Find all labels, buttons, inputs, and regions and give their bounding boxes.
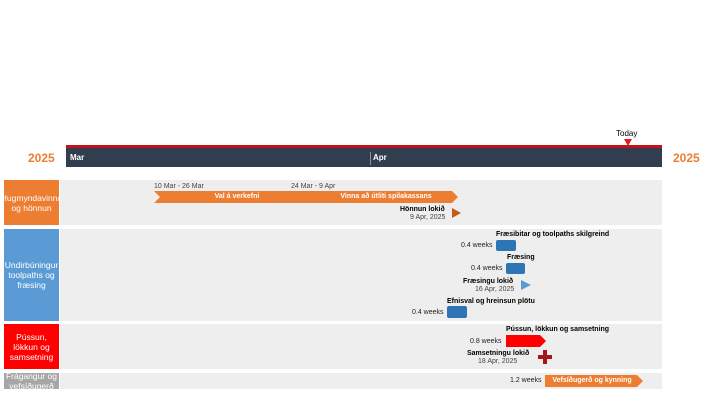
lane-background-3	[60, 324, 662, 369]
swimlane-header-design: Hugmyndavinna og hönnun	[4, 180, 59, 225]
task-bar-material[interactable]	[447, 306, 467, 318]
swimlane-label: Undirbúningur toolpaths og fræsing	[4, 260, 59, 290]
milestone-cross-icon[interactable]	[538, 350, 552, 364]
today-marker-icon	[624, 139, 632, 146]
swimlane-header-finishing: Pússun, lökkun og samsetning	[4, 324, 59, 369]
year-label-left: 2025	[28, 151, 55, 165]
milestone-triangle-icon[interactable]	[452, 208, 461, 218]
task-label: Fræsing	[507, 254, 535, 261]
task-bar-milling[interactable]	[506, 263, 525, 274]
month-tick-apr	[370, 152, 371, 165]
task-date-range: 24 Mar - 9 Apr	[291, 183, 336, 190]
task-bar-shape	[506, 335, 546, 347]
swimlane-header-milling: Undirbúningur toolpaths og fræsing	[4, 229, 59, 321]
task-bar-toolpaths[interactable]	[496, 240, 516, 251]
month-label-mar: Mar	[70, 153, 85, 162]
task-label: Vefsíðugerð og kynning	[552, 377, 632, 384]
swimlane-label: Frágangur og vefsíðugerð	[5, 373, 58, 389]
timescale-top-line	[66, 145, 662, 148]
task-label: Fræsibitar og toolpaths skilgreind	[496, 231, 610, 238]
task-duration: 1.2 weeks	[510, 377, 542, 384]
milestone-label: Hönnun lokið	[400, 206, 445, 213]
milestone-date: 16 Apr, 2025	[475, 286, 515, 293]
swimlane-label: Pússun, lökkun og samsetning	[9, 331, 54, 362]
milestone-label: Fræsingu lokið	[463, 278, 514, 285]
timescale-bar	[66, 148, 662, 167]
swimlane-header-website: Frágangur og vefsíðugerð	[4, 373, 59, 389]
task-bar-shape	[545, 375, 643, 387]
milestone-triangle-icon[interactable]	[521, 280, 531, 290]
task-duration: 0.4 weeks	[461, 242, 493, 249]
task-bar-website[interactable]	[545, 375, 643, 387]
milestone-date: 9 Apr, 2025	[410, 214, 446, 221]
task-duration: 0.8 weeks	[470, 338, 502, 345]
month-label-apr: Apr	[373, 153, 387, 162]
today-label: Today	[616, 129, 638, 138]
task-label: Efnisval og hreinsun plötu	[447, 298, 535, 305]
year-label-right: 2025	[673, 151, 700, 165]
task-date-range: 10 Mar - 26 Mar	[154, 183, 204, 190]
task-label: Pússun, lökkun og samsetning	[506, 326, 610, 333]
milestone-label: Samsetningu lokið	[467, 350, 530, 357]
task-bar-shape	[154, 191, 458, 203]
task-duration: 0.4 weeks	[412, 309, 444, 316]
swimlane-label: Hugmyndavinna og hönnun	[4, 192, 59, 213]
task-duration: 0.4 weeks	[471, 265, 503, 272]
task-label: Vinna að útliti spilakassans	[340, 193, 432, 200]
lane-background-4	[60, 373, 662, 389]
task-label: Val á verkefni	[214, 193, 260, 200]
task-bar-sanding[interactable]	[506, 335, 546, 347]
task-bar-design[interactable]	[154, 191, 458, 203]
lane-background-2	[60, 229, 662, 321]
milestone-date: 18 Apr, 2025	[478, 358, 518, 365]
